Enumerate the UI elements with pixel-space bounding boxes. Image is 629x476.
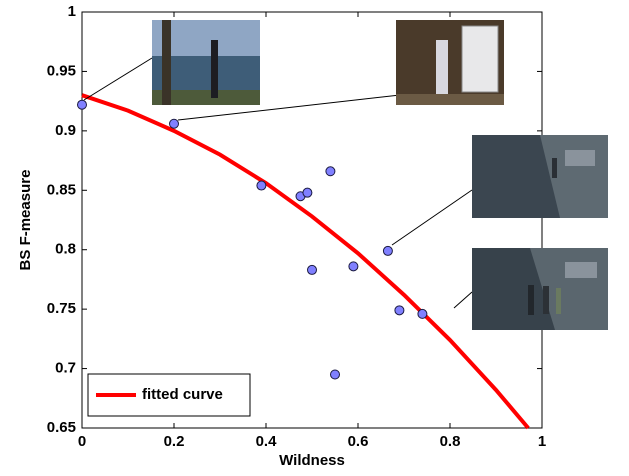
y-tick-label: 0.75 — [47, 300, 76, 317]
data-point — [256, 180, 267, 191]
data-point — [169, 118, 179, 129]
y-tick-label: 0.8 — [55, 241, 76, 258]
fitted-curve — [81, 93, 530, 430]
y-tick-label: 0.9 — [55, 122, 76, 139]
x-tick-label: 0.6 — [348, 433, 369, 450]
leader-line — [391, 189, 473, 246]
thumbnail-room — [396, 20, 504, 105]
y-tick-label: 0.65 — [47, 419, 76, 436]
leader-line — [453, 291, 473, 309]
data-point — [394, 305, 405, 316]
data-point — [302, 187, 313, 198]
thumbnail-street-2 — [472, 248, 608, 330]
data-point — [330, 369, 340, 380]
data-point — [325, 166, 336, 177]
data-point — [348, 261, 359, 272]
x-axis-label: Wildness — [279, 452, 345, 469]
data-point — [77, 99, 87, 110]
thumbnails — [83, 20, 608, 330]
data-point — [307, 264, 317, 275]
thumbnail-street-1 — [472, 135, 608, 218]
leader-line — [83, 57, 153, 101]
x-tick-label: 0.4 — [256, 433, 278, 450]
x-tick-label: 0 — [78, 433, 86, 450]
data-point — [417, 308, 428, 319]
legend-label: fitted curve — [142, 386, 223, 403]
x-tick-label: 1 — [538, 433, 546, 450]
x-tick-label: 0.8 — [440, 433, 461, 450]
data-point — [382, 245, 393, 256]
y-tick-label: 0.7 — [55, 360, 76, 377]
x-tick-label: 0.2 — [164, 433, 185, 450]
y-tick-label: 0.95 — [47, 62, 76, 79]
y-axis-label: BS F-measure — [17, 170, 34, 271]
thumbnail-beach — [152, 20, 260, 105]
y-tick-label: 0.85 — [47, 181, 76, 198]
leader-line — [177, 94, 401, 121]
y-tick-label: 1 — [68, 3, 76, 20]
